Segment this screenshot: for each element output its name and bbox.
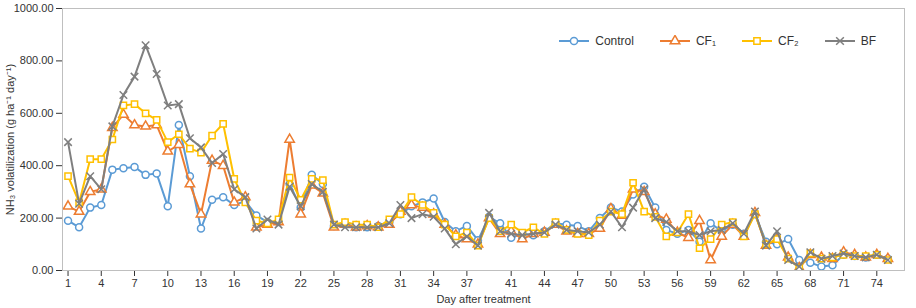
svg-text:25: 25 [328, 277, 340, 289]
html-text:CF₁: CF₁ [696, 34, 716, 48]
svg-text:1: 1 [65, 277, 71, 289]
svg-text:0.00: 0.00 [32, 264, 53, 276]
svg-text:65: 65 [771, 277, 783, 289]
svg-text:47: 47 [572, 277, 584, 289]
svg-text:68: 68 [804, 277, 816, 289]
svg-text:31: 31 [394, 277, 406, 289]
svg-text:7: 7 [131, 277, 137, 289]
svg-text:4: 4 [98, 277, 104, 289]
svg-text:37: 37 [461, 277, 473, 289]
svg-text:71: 71 [837, 277, 849, 289]
svg-text:13: 13 [195, 277, 207, 289]
svg-text:53: 53 [638, 277, 650, 289]
svg-text:800.00: 800.00 [20, 54, 54, 66]
html-text:BF: BF [860, 34, 876, 48]
svg-text:16: 16 [228, 277, 240, 289]
svg-text:200.00: 200.00 [20, 212, 54, 224]
svg-text:22: 22 [295, 277, 307, 289]
svg-text:NH₃ volatilization (g ha⁻¹ day: NH₃ volatilization (g ha⁻¹ day⁻¹) [4, 64, 16, 215]
svg-text:50: 50 [605, 277, 617, 289]
html-text:CF₂: CF₂ [778, 34, 799, 48]
svg-text:Day after treatment: Day after treatment [436, 293, 530, 305]
svg-text:74: 74 [871, 277, 883, 289]
svg-text:600.00: 600.00 [20, 107, 54, 119]
svg-text:56: 56 [671, 277, 683, 289]
svg-text:41: 41 [505, 277, 517, 289]
html-text:Control: Control [595, 34, 634, 48]
svg-text:44: 44 [538, 277, 550, 289]
svg-text:62: 62 [738, 277, 750, 289]
svg-text:400.00: 400.00 [20, 159, 54, 171]
svg-text:28: 28 [361, 277, 373, 289]
svg-text:1000.00: 1000.00 [14, 2, 54, 14]
svg-text:34: 34 [428, 277, 440, 289]
svg-text:10: 10 [162, 277, 174, 289]
svg-text:59: 59 [704, 277, 716, 289]
svg-text:19: 19 [261, 277, 273, 289]
